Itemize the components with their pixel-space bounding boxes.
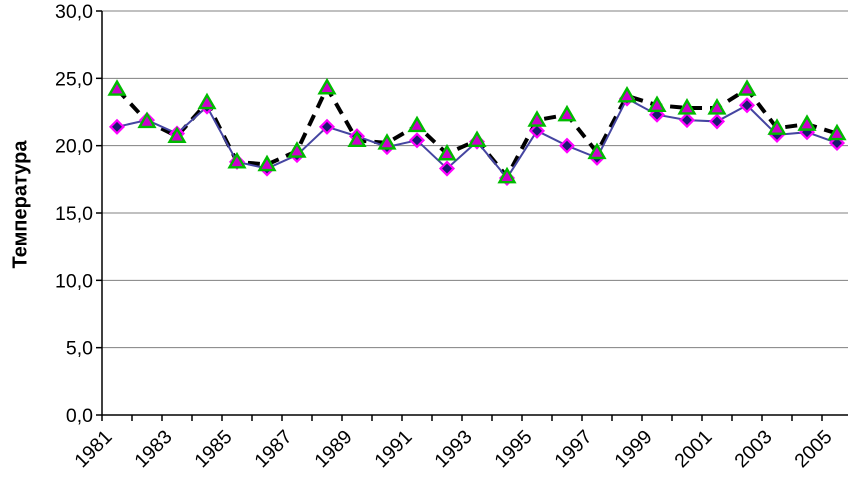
diamond-marker bbox=[318, 118, 336, 135]
y-axis-title: Температура bbox=[9, 140, 32, 269]
triangle-marker bbox=[227, 151, 247, 169]
triangle-marker bbox=[137, 111, 157, 129]
x-axis-label: 1997 bbox=[550, 426, 596, 472]
diamond-marker bbox=[558, 137, 576, 154]
triangle-marker bbox=[527, 110, 547, 127]
x-axis-label: 2005 bbox=[790, 426, 836, 472]
x-axis-label: 1985 bbox=[190, 426, 236, 472]
x-axis-label: 2001 bbox=[670, 426, 716, 472]
diamond-marker bbox=[738, 97, 756, 114]
x-axis-label: 1987 bbox=[250, 426, 296, 472]
triangle-marker bbox=[737, 79, 757, 96]
x-axis-label: 1993 bbox=[430, 426, 476, 472]
x-axis-label: 1999 bbox=[610, 426, 656, 472]
triangle-marker bbox=[797, 114, 817, 131]
triangle-marker bbox=[587, 142, 607, 160]
triangle-marker bbox=[407, 115, 427, 133]
triangle-marker bbox=[317, 77, 337, 95]
triangle-marker bbox=[557, 104, 577, 122]
diamond-marker bbox=[528, 122, 546, 139]
triangle-marker bbox=[827, 123, 847, 141]
diamond-marker bbox=[708, 113, 726, 130]
triangle-marker bbox=[287, 141, 307, 158]
x-axis-label: 1983 bbox=[130, 426, 176, 472]
x-axis-label: 1989 bbox=[310, 426, 356, 472]
y-axis-label: 20,0 bbox=[55, 136, 93, 158]
y-axis-label: 15,0 bbox=[55, 203, 93, 225]
triangle-marker bbox=[437, 143, 457, 161]
triangle-marker bbox=[167, 126, 187, 143]
x-axis-label: 1991 bbox=[370, 426, 416, 472]
triangle-marker bbox=[497, 166, 517, 184]
diamond-marker bbox=[108, 118, 126, 135]
triangle-marker bbox=[647, 95, 667, 112]
diamond-marker bbox=[408, 132, 426, 149]
y-axis-label: 25,0 bbox=[55, 68, 93, 90]
x-axis-label: 2003 bbox=[730, 426, 776, 472]
x-axis-label: 1995 bbox=[490, 426, 536, 472]
triangle-marker bbox=[197, 92, 217, 110]
triangle-marker bbox=[347, 130, 367, 147]
triangle-marker bbox=[257, 154, 277, 172]
x-axis-label: 1981 bbox=[70, 426, 116, 472]
triangle-marker bbox=[677, 98, 697, 115]
triangle-marker bbox=[107, 79, 127, 96]
diamond-marker bbox=[438, 160, 456, 177]
y-axis-label: 5,0 bbox=[66, 338, 93, 360]
triangle-marker bbox=[767, 118, 787, 135]
triangle-marker bbox=[467, 130, 487, 147]
triangle-marker bbox=[617, 85, 637, 103]
triangle-marker bbox=[377, 133, 397, 150]
y-axis-label: 30,0 bbox=[55, 1, 93, 23]
triangle-marker bbox=[707, 98, 727, 115]
diamond-marker bbox=[678, 112, 696, 129]
y-axis-label: 0,0 bbox=[66, 405, 93, 427]
y-axis-label: 10,0 bbox=[55, 270, 93, 292]
